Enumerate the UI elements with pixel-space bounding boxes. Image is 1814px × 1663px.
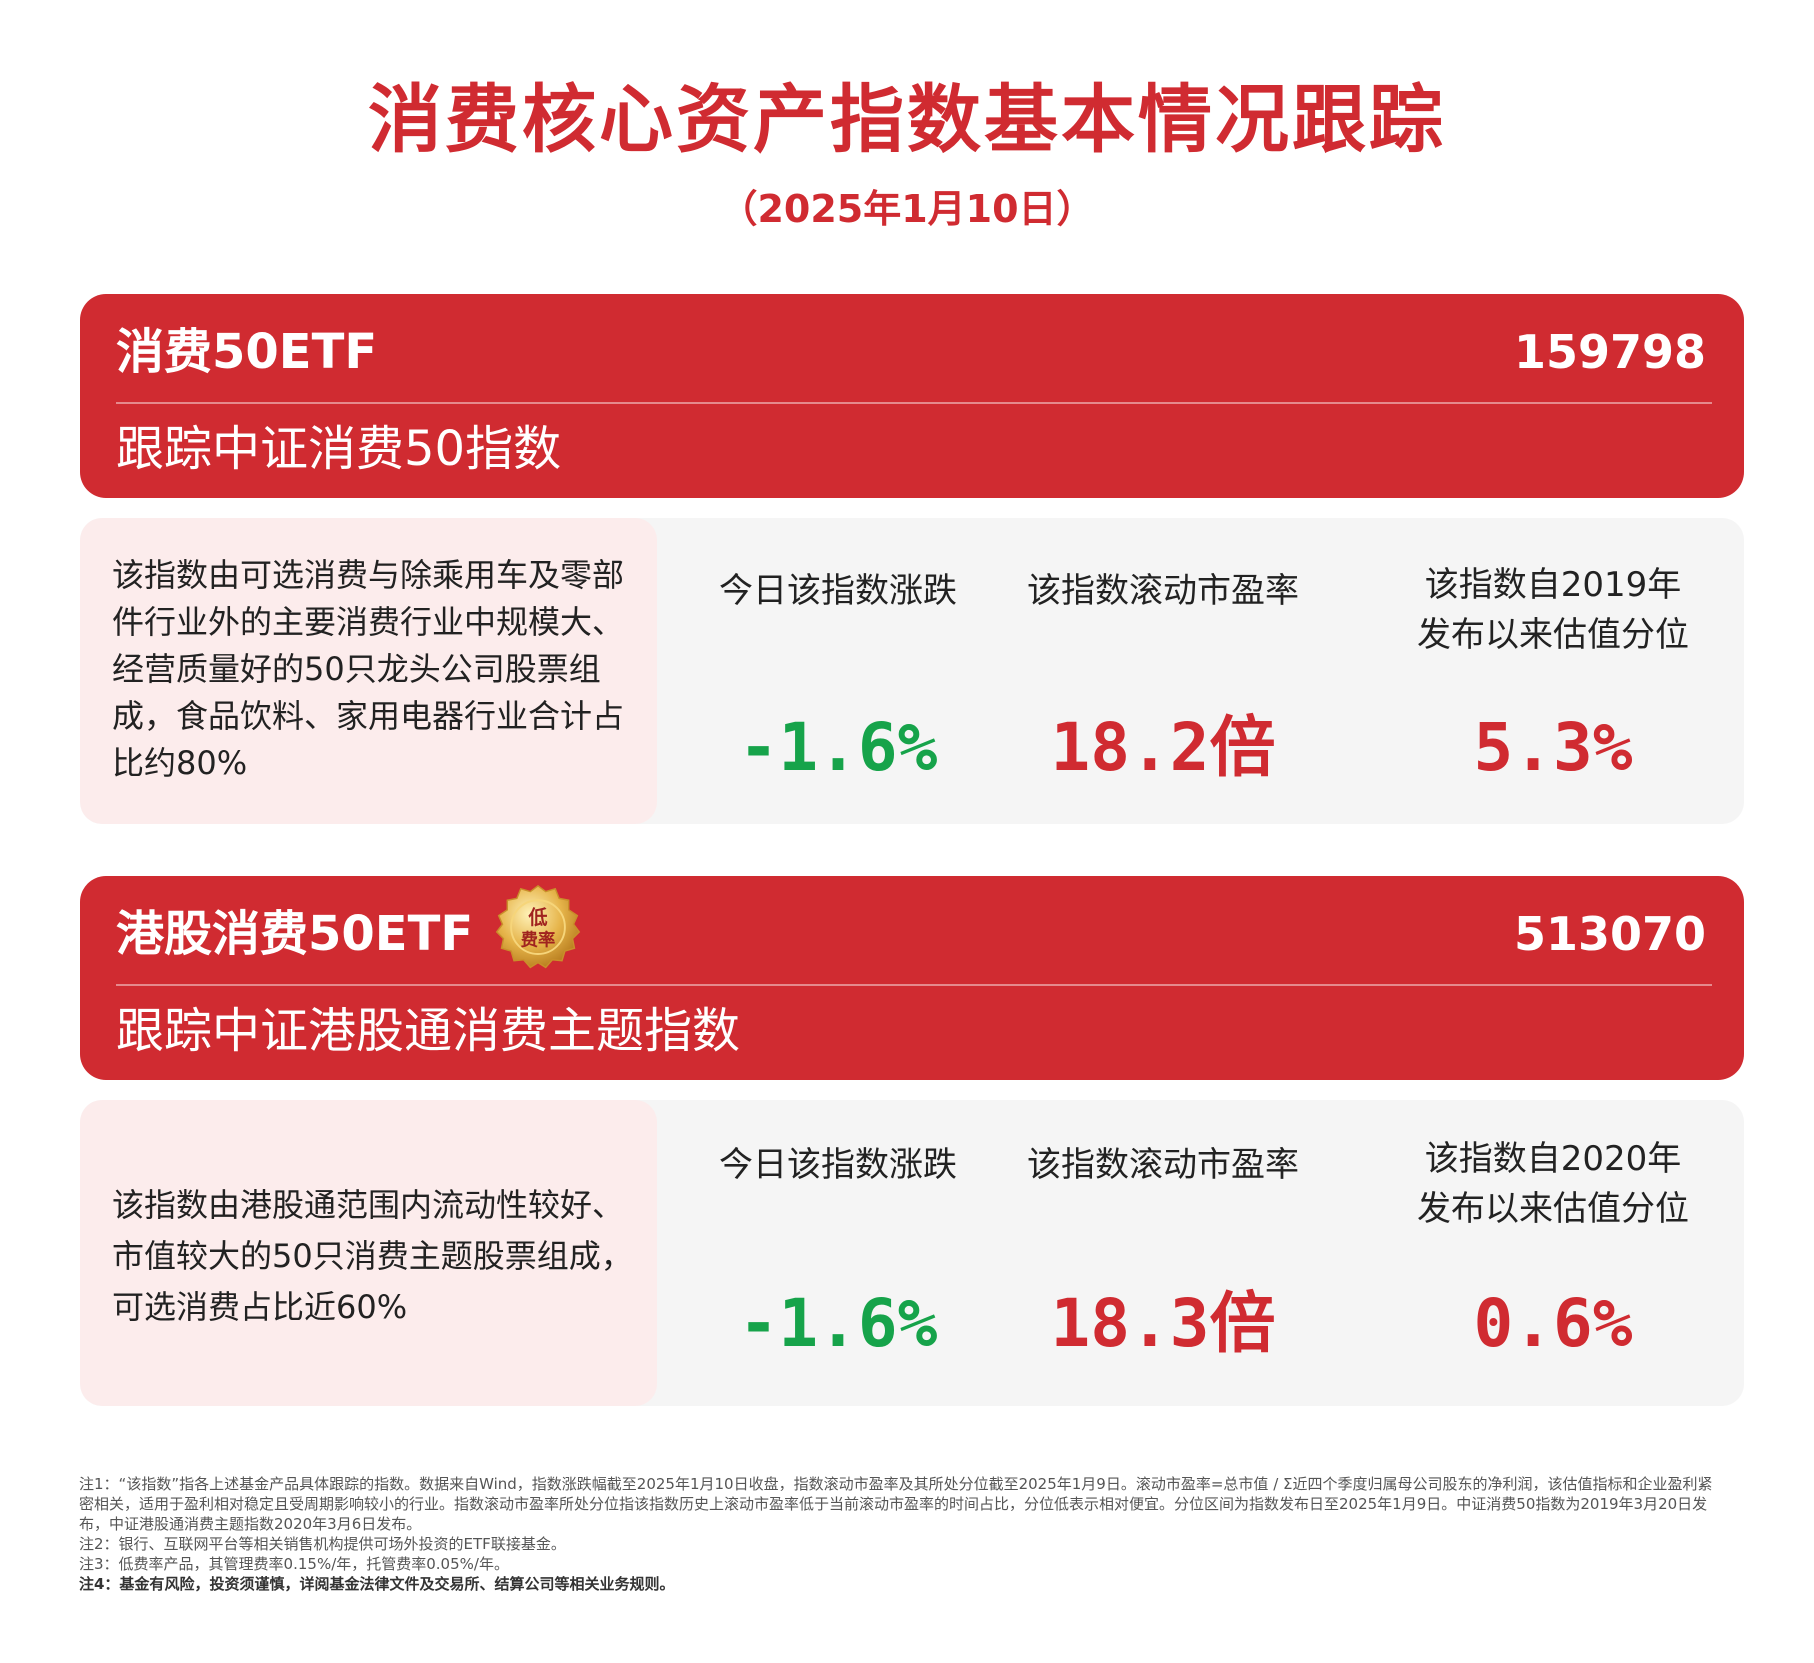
metric-value-daily-change: -1.6%: [738, 709, 938, 786]
metric-label-valuation-percentile: 该指数自2019年 发布以来估值分位: [1417, 565, 1689, 655]
metric-label-daily-change: 今日该指数涨跌: [719, 571, 957, 611]
index-description: 该指数由港股通范围内流动性较好、市值较大的50只消费主题股票组成，可选消费占比近…: [112, 1186, 633, 1326]
index-description: 该指数由可选消费与除乘用车及零部件行业外的主要消费行业中规模大、经营质量好的50…: [112, 556, 625, 782]
metric-value-daily-change: -1.6%: [738, 1285, 938, 1362]
footnote-1: 注1：“该指数”指各上述基金产品具体跟踪的指数。数据来自Wind，指数涨跌幅截至…: [79, 1475, 1713, 1533]
footnote-2: 注2：银行、互联网平台等相关销售机构提供可场外投资的ETF联接基金。: [79, 1535, 566, 1553]
badge-text-line1: 低: [527, 906, 547, 929]
metric-value-pe-ttm: 18.2倍: [1050, 709, 1276, 786]
metric-label-valuation-percentile: 该指数自2020年 发布以来估值分位: [1417, 1139, 1689, 1229]
footnote-3: 注3：低费率产品，其管理费率0.15%/年，托管费率0.05%/年。: [79, 1555, 509, 1573]
fund-code: 513070: [1513, 907, 1706, 961]
description-box: 该指数由港股通范围内流动性较好、市值较大的50只消费主题股票组成，可选消费占比近…: [80, 1100, 657, 1406]
fund-name: 港股消费50ETF: [116, 906, 474, 962]
report-date: （2025年1月10日）: [719, 187, 1095, 231]
description-box: 该指数由可选消费与除乘用车及零部件行业外的主要消费行业中规模大、经营质量好的50…: [80, 518, 657, 824]
fund-header-hk-consumer50: 港股消费50ETF 低 费率 513070 跟踪中证港股通消费主题指数: [80, 876, 1744, 1080]
fund-code: 159798: [1513, 325, 1706, 379]
fund-header-consumer50: 消费50ETF 159798 跟踪中证消费50指数: [80, 294, 1744, 498]
metric-value-valuation-percentile: 5.3%: [1473, 709, 1633, 786]
badge-text-line2: 费率: [521, 929, 556, 950]
fund-panel-hk-consumer50: 该指数由港股通范围内流动性较好、市值较大的50只消费主题股票组成，可选消费占比近…: [80, 1100, 1744, 1406]
page-title: 消费核心资产指数基本情况跟踪: [368, 77, 1446, 163]
footnote-4-risk-warning: 注4：基金有风险，投资须谨慎，详阅基金法律文件及交易所、结算公司等相关业务规则。: [79, 1575, 675, 1593]
metric-value-pe-ttm: 18.3倍: [1050, 1285, 1276, 1362]
footnotes: 注1：“该指数”指各上述基金产品具体跟踪的指数。数据来自Wind，指数涨跌幅截至…: [79, 1474, 1719, 1594]
fund-name: 消费50ETF: [116, 324, 378, 380]
metric-label-pe-ttm: 该指数滚动市盈率: [1027, 571, 1299, 611]
low-fee-seal-icon: 低 费率: [495, 884, 581, 969]
metric-value-valuation-percentile: 0.6%: [1473, 1285, 1633, 1362]
fund-panel-consumer50: 该指数由可选消费与除乘用车及零部件行业外的主要消费行业中规模大、经营质量好的50…: [80, 518, 1744, 824]
fund-tracking-index: 跟踪中证港股通消费主题指数: [116, 1003, 741, 1059]
metric-label-daily-change: 今日该指数涨跌: [719, 1145, 957, 1185]
fund-tracking-index: 跟踪中证消费50指数: [116, 421, 562, 477]
metric-label-pe-ttm: 该指数滚动市盈率: [1027, 1145, 1299, 1185]
header-divider: [116, 402, 1712, 404]
header-divider: [116, 984, 1712, 986]
